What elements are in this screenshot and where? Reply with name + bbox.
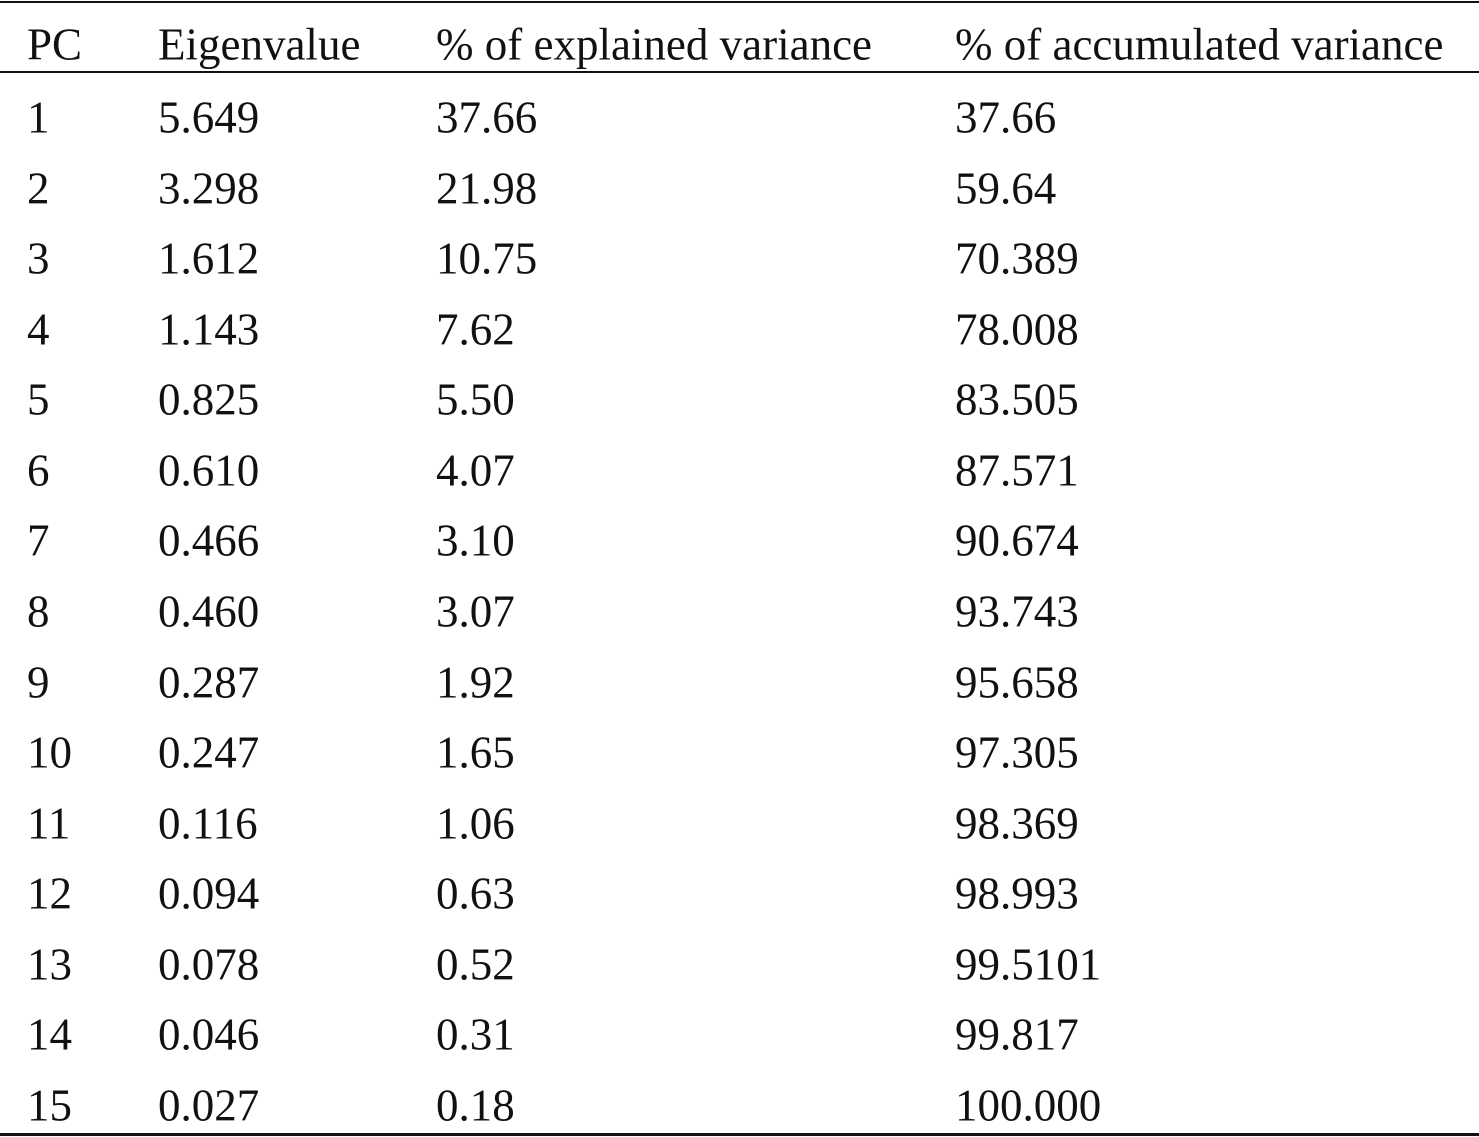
table-cell: 37.66	[955, 92, 1057, 143]
table-cell: 11	[27, 798, 71, 849]
table-cell: 0.610	[158, 445, 260, 496]
table-cell: 4	[27, 304, 50, 355]
table-cell: 0.046	[158, 1009, 260, 1060]
table-cell: 13	[27, 939, 72, 990]
table-cell: 95.658	[955, 657, 1079, 708]
table-cell: 0.63	[436, 868, 515, 919]
table-cell: 10.75	[436, 233, 538, 284]
table-cell: 99.5101	[955, 939, 1102, 990]
table-cell: 6	[27, 445, 50, 496]
table-cell: 3	[27, 233, 50, 284]
table-cell: 8	[27, 586, 50, 637]
bottom-rule	[0, 1133, 1479, 1136]
table-cell: 98.369	[955, 798, 1079, 849]
table-cell: 37.66	[436, 92, 538, 143]
table-cell: 99.817	[955, 1009, 1079, 1060]
table-cell: 100.000	[955, 1080, 1102, 1131]
table-cell: 1.06	[436, 798, 515, 849]
table-cell: 0.247	[158, 727, 260, 778]
table-cell: 5.649	[158, 92, 260, 143]
table-cell: 4.07	[436, 445, 515, 496]
table-cell: 0.027	[158, 1080, 260, 1131]
table-cell: 78.008	[955, 304, 1079, 355]
table-cell: 10	[27, 727, 72, 778]
table-cell: 1.143	[158, 304, 260, 355]
table-cell: 2	[27, 163, 50, 214]
table-cell: 87.571	[955, 445, 1079, 496]
table-cell: 0.287	[158, 657, 260, 708]
table-cell: 21.98	[436, 163, 538, 214]
table-cell: 9	[27, 657, 50, 708]
header-rule	[0, 71, 1479, 73]
table-cell: 83.505	[955, 374, 1079, 425]
table-cell: 0.466	[158, 515, 260, 566]
table-cell: 14	[27, 1009, 72, 1060]
table-cell: 0.078	[158, 939, 260, 990]
table-cell: 1	[27, 92, 50, 143]
column-header: Eigenvalue	[158, 19, 361, 70]
table-cell: 5	[27, 374, 50, 425]
table-cell: 12	[27, 868, 72, 919]
table-cell: 0.460	[158, 586, 260, 637]
column-header: % of accumulated variance	[955, 19, 1444, 70]
table-cell: 3.10	[436, 515, 515, 566]
table-cell: 1.92	[436, 657, 515, 708]
table-cell: 59.64	[955, 163, 1057, 214]
table-cell: 7.62	[436, 304, 515, 355]
table-cell: 93.743	[955, 586, 1079, 637]
table-cell: 0.31	[436, 1009, 515, 1060]
table-cell: 1.65	[436, 727, 515, 778]
column-header: PC	[27, 19, 83, 70]
table-cell: 5.50	[436, 374, 515, 425]
table-cell: 0.52	[436, 939, 515, 990]
table-cell: 90.674	[955, 515, 1079, 566]
table-cell: 0.18	[436, 1080, 515, 1131]
table-cell: 0.116	[158, 798, 258, 849]
column-header: % of explained variance	[436, 19, 873, 70]
table-cell: 15	[27, 1080, 72, 1131]
top-rule	[0, 1, 1479, 3]
table-cell: 98.993	[955, 868, 1079, 919]
table-cell: 7	[27, 515, 50, 566]
table-cell: 1.612	[158, 233, 260, 284]
table-cell: 0.825	[158, 374, 260, 425]
table-cell: 70.389	[955, 233, 1079, 284]
table-cell: 0.094	[158, 868, 260, 919]
table-cell: 3.298	[158, 163, 260, 214]
table-cell: 3.07	[436, 586, 515, 637]
table-cell: 97.305	[955, 727, 1079, 778]
